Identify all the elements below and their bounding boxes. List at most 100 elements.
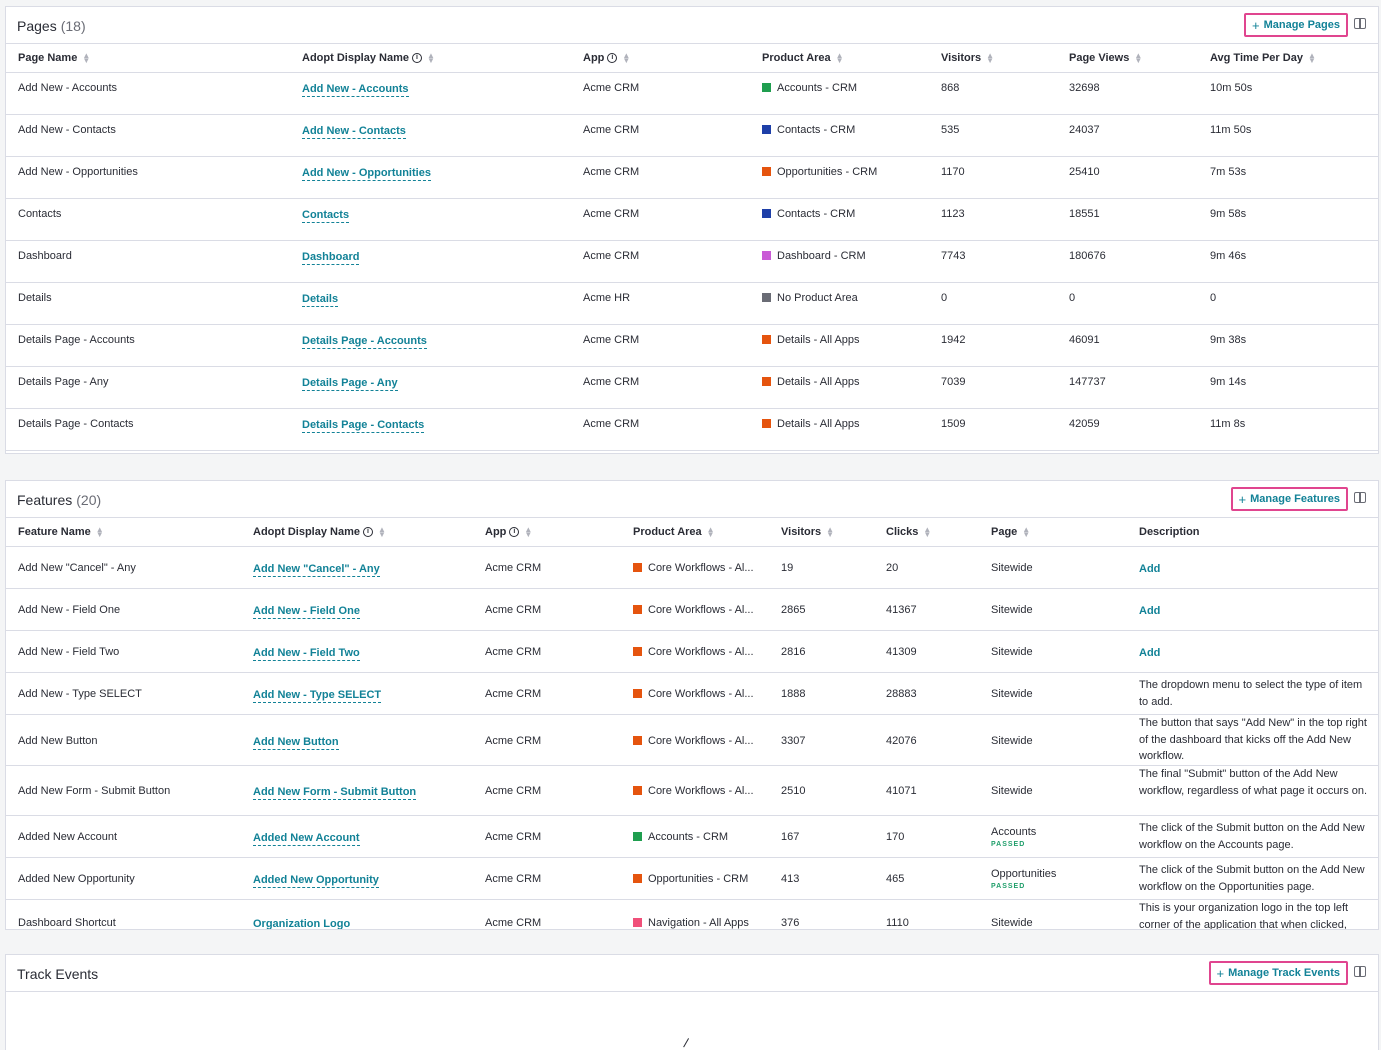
column-header[interactable]: Page ▲ ▼	[991, 525, 1031, 539]
sort-icon[interactable]: ▲ ▼	[826, 525, 835, 539]
display-name-text[interactable]: Contacts	[302, 209, 350, 223]
sort-icon[interactable]: ▲ ▼	[622, 51, 631, 65]
display-name-text[interactable]: Add New - Field Two	[253, 647, 360, 661]
sort-icon[interactable]: ▲ ▼	[923, 525, 932, 539]
column-header[interactable]: Feature Name ▲ ▼	[18, 525, 104, 539]
display-name-text[interactable]: Add New - Opportunities	[302, 167, 431, 181]
table-row[interactable]: Dashboard Dashboard Acme CRM Dashboard - CR…	[6, 241, 1378, 283]
manage-track-events-button[interactable]: + Manage Track Events	[1208, 961, 1348, 985]
display-name-link[interactable]: Add New - Field Two	[253, 647, 360, 661]
display-name-link[interactable]: Contacts	[302, 209, 350, 223]
display-name-text[interactable]: Add New "Cancel" - Any	[253, 563, 380, 577]
display-name-link[interactable]: Add New - Type SELECT	[253, 689, 382, 703]
display-name-link[interactable]: Organization Logo	[253, 918, 351, 930]
display-name-text[interactable]: Added New Account	[253, 832, 360, 846]
column-header[interactable]: Page Views ▲ ▼	[1069, 51, 1143, 65]
table-row[interactable]: Details Page - Any Details Page - Any Acme…	[6, 367, 1378, 409]
table-row[interactable]: Details Page - Accounts Details Page - Ac…	[6, 325, 1378, 367]
column-header-label: Avg Time Per Day	[1210, 52, 1303, 64]
sort-icon[interactable]: ▲ ▼	[986, 51, 995, 65]
sort-icon[interactable]: ▲ ▼	[1134, 51, 1143, 65]
display-name-text[interactable]: Add New Button	[253, 736, 339, 750]
table-row[interactable]: Dashboard Shortcut Organization Logo Acme …	[6, 900, 1378, 930]
column-header[interactable]: Visitors ▲ ▼	[941, 51, 995, 65]
display-name-text[interactable]: Details Page - Any	[302, 377, 398, 391]
column-header[interactable]: Product Area ▲ ▼	[762, 51, 844, 65]
display-name-link[interactable]: Added New Account	[253, 832, 360, 846]
add-description-link[interactable]: Add	[1139, 563, 1160, 575]
display-name-link[interactable]: Dashboard	[302, 251, 360, 265]
display-name-link[interactable]: Details Page - Any	[302, 377, 398, 391]
manage-features-button[interactable]: + Manage Features	[1230, 487, 1348, 511]
table-row[interactable]: Details Page - Contacts Details Page - Co…	[6, 409, 1378, 451]
sort-icon[interactable]: ▲ ▼	[426, 51, 435, 65]
display-name-link[interactable]: Add New "Cancel" - Any	[253, 563, 380, 577]
display-name-link[interactable]: Add New - Contacts	[302, 125, 406, 139]
display-name-text[interactable]: Add New - Accounts	[302, 83, 409, 97]
visitors-count: 167	[781, 831, 800, 843]
page-name: Details Page - Contacts	[18, 418, 134, 430]
table-row[interactable]: Add New - Field Two Add New - Field Two Ac…	[6, 631, 1378, 673]
column-header[interactable]: Page Name ▲ ▼	[18, 51, 91, 65]
column-header[interactable]: Adopt Display Name i ▲ ▼	[253, 525, 386, 539]
display-name-link[interactable]: Added New Opportunity	[253, 874, 379, 888]
display-name-text[interactable]: Add New - Field One	[253, 605, 360, 619]
table-row[interactable]: Add New - Accounts Add New - Accounts Acme…	[6, 73, 1378, 115]
sort-icon[interactable]: ▲ ▼	[835, 51, 844, 65]
column-header[interactable]: Clicks ▲ ▼	[886, 525, 932, 539]
add-description-label[interactable]: Add	[1139, 647, 1161, 659]
table-row[interactable]: Added New Account Added New Account Acme C…	[6, 816, 1378, 858]
column-header[interactable]: Visitors ▲ ▼	[781, 525, 835, 539]
table-row[interactable]: Add New - Field One Add New - Field One Ac…	[6, 589, 1378, 631]
column-header[interactable]: App i ▲ ▼	[485, 525, 533, 539]
column-header[interactable]: Product Area ▲ ▼	[633, 525, 715, 539]
add-description-link[interactable]: Add	[1139, 647, 1160, 659]
page-views-count: 18551	[1069, 208, 1100, 220]
sort-icon[interactable]: ▲ ▼	[1307, 51, 1316, 65]
display-name-link[interactable]: Add New - Accounts	[302, 83, 409, 97]
column-header[interactable]: Avg Time Per Day ▲ ▼	[1210, 51, 1316, 65]
display-name-link[interactable]: Add New - Field One	[253, 605, 360, 619]
columns-icon[interactable]	[1354, 492, 1366, 503]
sort-icon[interactable]: ▲ ▼	[95, 525, 104, 539]
sort-icon[interactable]: ▲ ▼	[706, 525, 715, 539]
table-row[interactable]: Add New Form - Submit Button Add New Form…	[6, 766, 1378, 816]
add-description-label[interactable]: Add	[1139, 605, 1161, 617]
display-name-text[interactable]: Added New Opportunity	[253, 874, 379, 888]
display-name-link[interactable]: Add New Button	[253, 736, 339, 750]
display-name-link[interactable]: Add New Form - Submit Button	[253, 786, 417, 800]
sort-icon[interactable]: ▲ ▼	[1022, 525, 1031, 539]
add-description-label[interactable]: Add	[1139, 563, 1161, 575]
table-row[interactable]: Add New Button Add New Button Acme CRM Core…	[6, 715, 1378, 766]
sort-icon[interactable]: ▲ ▼	[377, 525, 386, 539]
columns-icon[interactable]	[1354, 966, 1366, 977]
manage-pages-button[interactable]: + Manage Pages	[1243, 13, 1348, 37]
table-row[interactable]: Add New - Type SELECT Add New - Type SELE…	[6, 673, 1378, 715]
page-name: Sitewide	[991, 917, 1033, 929]
display-name-text[interactable]: Details Page - Contacts	[302, 419, 425, 433]
columns-icon[interactable]	[1354, 18, 1366, 29]
table-row[interactable]: Add New "Cancel" - Any Add New "Cancel" -…	[6, 547, 1378, 589]
sort-icon[interactable]: ▲ ▼	[82, 51, 91, 65]
display-name-text[interactable]: Add New - Type SELECT	[253, 689, 382, 703]
table-row[interactable]: Details Details Acme HR No Product Area 0 0 0	[6, 283, 1378, 325]
table-row[interactable]: Add New - Opportunities Add New - Opportu…	[6, 157, 1378, 199]
sort-icon[interactable]: ▲ ▼	[524, 525, 533, 539]
column-header[interactable]: Adopt Display Name i ▲ ▼	[302, 51, 435, 65]
display-name-text[interactable]: Add New Form - Submit Button	[253, 786, 417, 800]
display-name-text[interactable]: Details	[302, 293, 339, 307]
add-description-link[interactable]: Add	[1139, 605, 1160, 617]
table-row[interactable]: Contacts Contacts Acme CRM Contacts - CRM 11…	[6, 199, 1378, 241]
info-icon: i	[509, 527, 520, 537]
table-row[interactable]: Added New Opportunity Added New Opportuni…	[6, 858, 1378, 900]
display-name-text[interactable]: Organization Logo	[253, 918, 351, 930]
display-name-link[interactable]: Add New - Opportunities	[302, 167, 431, 181]
display-name-text[interactable]: Details Page - Accounts	[302, 335, 427, 349]
display-name-text[interactable]: Add New - Contacts	[302, 125, 406, 139]
display-name-link[interactable]: Details Page - Contacts	[302, 419, 425, 433]
column-header[interactable]: App i ▲ ▼	[583, 51, 631, 65]
display-name-text[interactable]: Dashboard	[302, 251, 360, 265]
table-row[interactable]: Add New - Contacts Add New - Contacts Acme…	[6, 115, 1378, 157]
display-name-link[interactable]: Details	[302, 293, 339, 307]
display-name-link[interactable]: Details Page - Accounts	[302, 335, 427, 349]
